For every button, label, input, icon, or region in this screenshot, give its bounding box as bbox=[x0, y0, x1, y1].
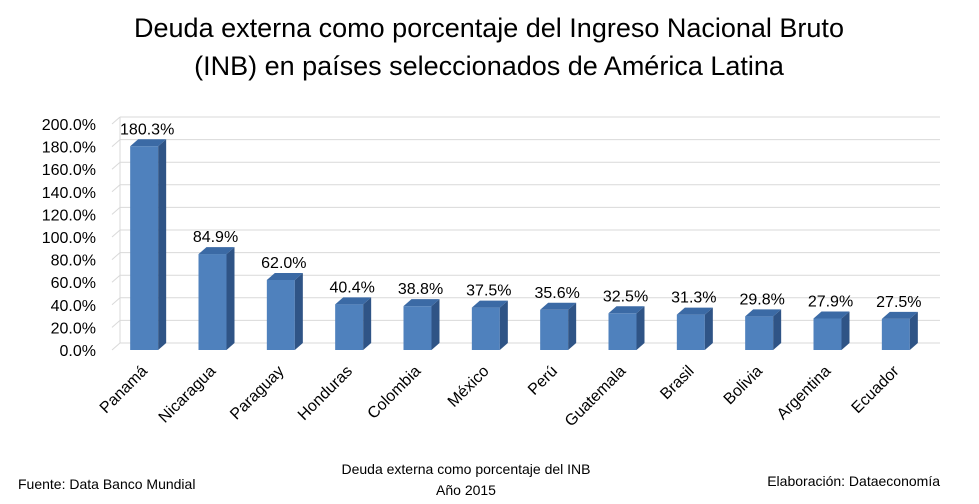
data-label: 35.6% bbox=[534, 285, 579, 302]
bar-top bbox=[540, 302, 577, 310]
category-label: Argentina bbox=[774, 363, 835, 424]
bar bbox=[813, 318, 842, 350]
data-label: 62.0% bbox=[261, 255, 306, 272]
bar bbox=[608, 313, 637, 350]
bar-top bbox=[335, 297, 372, 305]
gridline-depth bbox=[111, 139, 121, 147]
bar-top bbox=[881, 311, 918, 319]
category-label: México bbox=[445, 363, 493, 411]
bar-side bbox=[294, 272, 303, 350]
y-tick-label: 20.0% bbox=[51, 320, 96, 337]
bar-top bbox=[745, 309, 782, 317]
category-label: Brasil bbox=[657, 363, 697, 403]
data-label: 38.8% bbox=[398, 281, 443, 298]
y-tick-label: 200.0% bbox=[42, 117, 96, 134]
y-tick-label: 120.0% bbox=[42, 207, 96, 224]
y-tick-label: 160.0% bbox=[42, 162, 96, 179]
bar bbox=[403, 306, 432, 350]
category-label: Guatemala bbox=[562, 363, 629, 430]
category-label: Paraguay bbox=[227, 363, 287, 423]
bar-side bbox=[363, 297, 372, 350]
y-tick-label: 140.0% bbox=[42, 185, 96, 202]
bar bbox=[266, 279, 295, 350]
data-label: 84.9% bbox=[193, 229, 238, 246]
y-tick-label: 0.0% bbox=[60, 343, 96, 360]
y-tick-label: 100.0% bbox=[42, 230, 96, 247]
bar bbox=[130, 146, 159, 350]
chart-title-line-2: (INB) en países seleccionados de América… bbox=[194, 51, 785, 81]
gridlines bbox=[111, 116, 940, 351]
data-label: 37.5% bbox=[466, 283, 511, 300]
bar-top bbox=[198, 247, 235, 255]
bar-top bbox=[266, 272, 303, 280]
y-axis-tick-labels: 0.0% 20.0% 40.0% 60.0% 80.0% 100.0% 120.0% 140.… bbox=[42, 117, 96, 360]
data-label: 32.5% bbox=[603, 288, 648, 305]
gridline-depth bbox=[111, 297, 121, 306]
bar-side bbox=[773, 309, 782, 350]
credit-note: Elaboración: Dataeconomía bbox=[767, 473, 940, 489]
bar bbox=[540, 309, 569, 350]
category-label: Colombia bbox=[365, 363, 425, 423]
bars bbox=[130, 139, 918, 350]
chart-title-line-1: Deuda externa como porcentaje del Ingres… bbox=[134, 13, 844, 43]
data-labels: 180.3% 84.9% 62.0% 40.4% 38.8% 37.5% 35.6% 32.5… bbox=[120, 121, 921, 311]
gridline-depth bbox=[111, 342, 121, 351]
bar-side bbox=[636, 306, 645, 350]
category-label: Ecuador bbox=[849, 362, 904, 417]
bar bbox=[881, 318, 910, 350]
chart-caption-line-2: Año 2015 bbox=[436, 482, 496, 498]
data-label: 29.8% bbox=[739, 291, 784, 308]
bar bbox=[335, 304, 364, 350]
category-labels: Panamá Nicaragua Paraguay Honduras Colombia M… bbox=[97, 362, 903, 430]
bar bbox=[745, 316, 774, 350]
data-label: 31.3% bbox=[671, 290, 716, 307]
source-note: Fuente: Data Banco Mundial bbox=[18, 476, 195, 492]
data-label: 180.3% bbox=[120, 121, 174, 138]
gridline-depth bbox=[111, 252, 121, 260]
data-label: 27.9% bbox=[808, 293, 853, 310]
bar-top bbox=[130, 139, 167, 147]
bar-side bbox=[499, 300, 508, 350]
gridline-depth bbox=[111, 184, 121, 193]
gridline-depth bbox=[111, 116, 121, 125]
bar bbox=[676, 314, 705, 350]
bar-side bbox=[909, 311, 918, 350]
data-label: 27.5% bbox=[876, 294, 921, 311]
gridline-depth bbox=[111, 320, 121, 328]
bar-side bbox=[704, 307, 713, 350]
gridline-depth bbox=[111, 274, 121, 283]
bar-side bbox=[431, 299, 440, 350]
y-tick-label: 80.0% bbox=[51, 253, 96, 270]
bar-side bbox=[568, 302, 577, 350]
y-tick-label: 60.0% bbox=[51, 275, 96, 292]
y-tick-label: 180.0% bbox=[42, 140, 96, 157]
bar-top bbox=[403, 299, 440, 307]
category-label: Nicaragua bbox=[156, 363, 220, 427]
gridline-depth bbox=[111, 161, 121, 170]
bar-top bbox=[608, 306, 645, 314]
category-label: Bolivia bbox=[721, 363, 766, 408]
bar bbox=[471, 307, 500, 350]
bar-side bbox=[841, 311, 850, 350]
data-label: 40.4% bbox=[329, 279, 374, 296]
bar-top bbox=[813, 311, 850, 319]
gridline-depth bbox=[111, 229, 121, 238]
bar-top bbox=[471, 300, 508, 308]
category-label: Honduras bbox=[295, 363, 356, 424]
y-tick-label: 40.0% bbox=[51, 298, 96, 315]
category-label: Panamá bbox=[97, 363, 151, 417]
category-label: Perú bbox=[525, 363, 561, 399]
gridline-depth bbox=[111, 207, 121, 215]
chart-caption-line-1: Deuda externa como porcentaje del INB bbox=[341, 461, 590, 477]
bar-side bbox=[226, 247, 235, 350]
bar-top bbox=[676, 307, 713, 315]
bar bbox=[198, 254, 227, 350]
bar-side bbox=[158, 139, 167, 350]
